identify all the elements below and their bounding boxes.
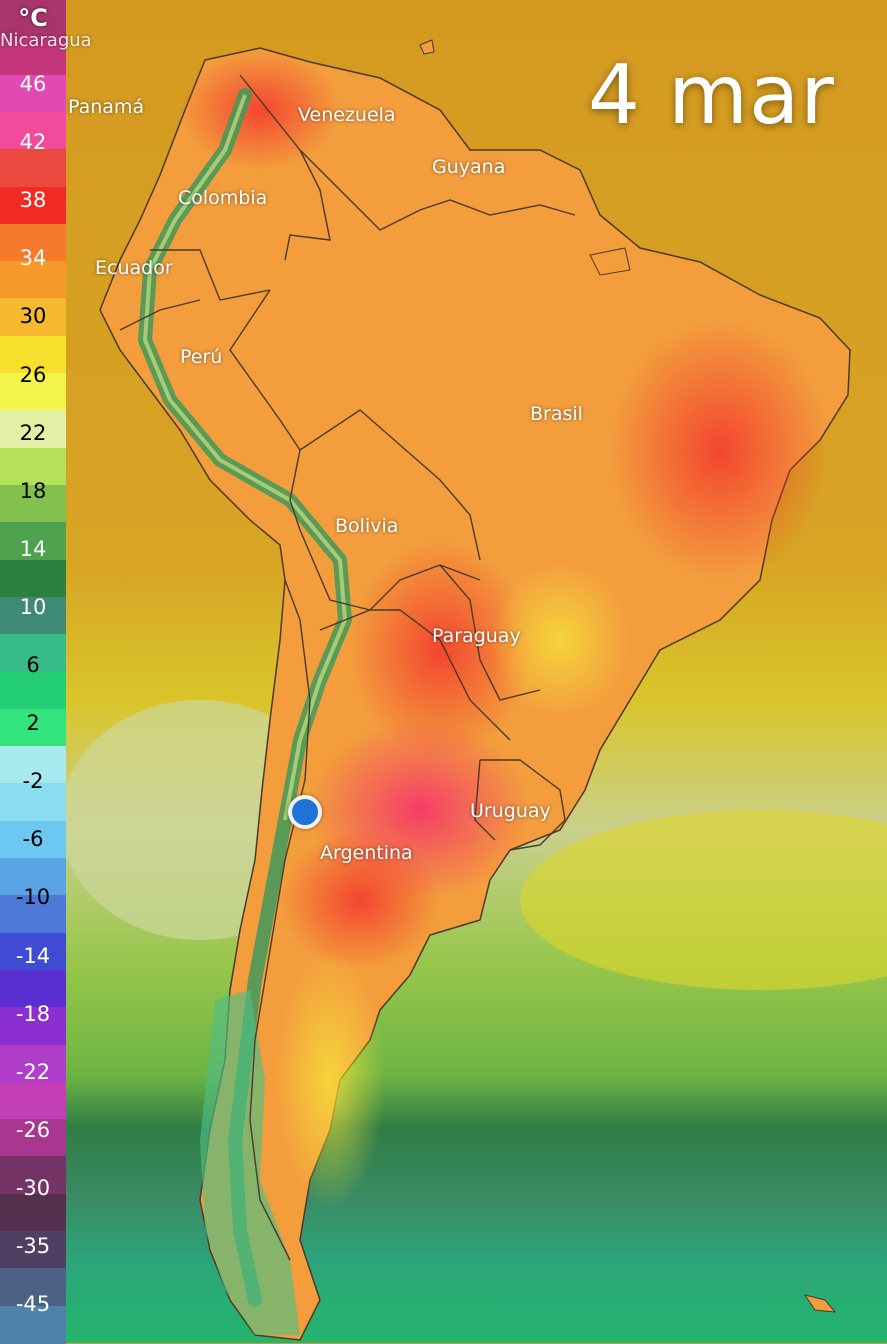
heat-zone-argentina-south [280,830,440,970]
legend-tick-label: -22 [15,1059,51,1084]
legend-swatch [0,858,66,897]
country-label-uruguay: Uruguay [470,800,551,822]
patagonia-cold [200,990,300,1335]
legend-swatch [0,559,66,598]
legend-tick-label: 38 [19,188,47,213]
legend-swatch [0,298,66,337]
legend-tick-label: 30 [19,304,47,329]
legend-swatch [0,783,66,822]
legend-swatch [0,373,66,412]
legend-swatch [0,1007,66,1046]
country-label-nicaragua: Nicaragua [0,30,92,51]
legend-tick-label: 14 [19,536,47,561]
heat-zone-venezuela [180,50,340,170]
legend-swatch [0,596,66,636]
legend-swatch [0,1044,66,1083]
country-label-venezuela: Venezuela [298,104,396,126]
country-label-ecuador: Ecuador [95,257,173,279]
coastline-fragments [419,39,837,1313]
legend-swatch [0,895,66,934]
legend-tick-label: -10 [15,885,51,910]
legend-tick-label: 42 [19,130,47,155]
legend-tick-label: 18 [19,478,47,503]
date-label: 4 mar [587,48,835,143]
legend-swatch [0,447,66,486]
mild-zone-patagonia [275,950,385,1210]
legend-tick-label: -26 [15,1117,51,1142]
legend-swatch [0,932,66,971]
legend-tick-label: 2 [26,711,40,736]
legend-tick-label: 10 [19,594,47,619]
legend-swatch [0,522,66,561]
legend-unit: °C [18,4,48,32]
legend-swatch [0,746,66,785]
legend-tick-label: -18 [15,1001,51,1026]
legend-tick-label: -2 [22,769,44,794]
ocean-yellow-zone [520,810,887,990]
andes-ridge-highlight [142,94,348,821]
legend-tick-label: -35 [15,1234,51,1258]
country-label-bolivia: Bolivia [335,515,399,537]
legend-swatch [0,1305,66,1344]
legend-swatch [0,111,66,151]
legend-tick-label: -14 [15,943,51,968]
heat-zone-paraguay [350,540,530,760]
country-label-brasil: Brasil [530,403,583,425]
current-location-marker[interactable] [288,795,322,829]
legend-swatch [0,969,66,1009]
legend-swatch [0,820,66,860]
country-label-guyana: Guyana [432,156,506,178]
legend-swatch [0,708,66,748]
legend-tick-label: 6 [26,653,40,677]
legend-tick-label: 22 [19,420,47,445]
temperature-legend: °C 46 42 38 34 30 26 22 18 14 10 6 2 -2 -6 -10 -14 -18 -22… [0,0,66,1344]
legend-swatch [0,223,66,263]
legend-swatch [0,410,66,449]
country-label-paraguay: Paraguay [432,625,521,647]
legend-swatch [0,1119,66,1158]
legend-swatch [0,634,66,673]
legend-swatch [0,1081,66,1121]
country-label-peru: Perú [180,346,223,368]
legend-swatch [0,335,66,375]
legend-tick-label: -30 [15,1175,51,1200]
legend-swatch [0,149,66,188]
legend-swatch [0,484,66,524]
legend-swatch [0,261,66,300]
mild-zone-brazil-south [490,560,630,720]
legend-swatch [0,1268,66,1307]
legend-swatch [0,186,66,225]
legend-swatch [0,37,66,76]
legend-swatch [0,1156,66,1195]
country-label-argentina: Argentina [320,842,413,864]
legend-swatch [0,0,66,39]
country-label-colombia: Colombia [178,187,268,209]
heat-zone-brazil-east [610,320,830,580]
country-borders [119,74,576,1261]
legend-swatch [0,1193,66,1233]
country-label-panama: Panamá [68,96,145,118]
legend-tick-label: 34 [19,246,47,271]
legend-tick-label: 46 [19,72,47,96]
legend-tick-label: -45 [15,1292,51,1317]
legend-tick-label: 26 [19,362,47,387]
legend-swatch [0,74,66,113]
legend-swatch [0,1231,66,1270]
legend-swatch [0,671,66,710]
legend-tick-label: -6 [22,827,44,852]
